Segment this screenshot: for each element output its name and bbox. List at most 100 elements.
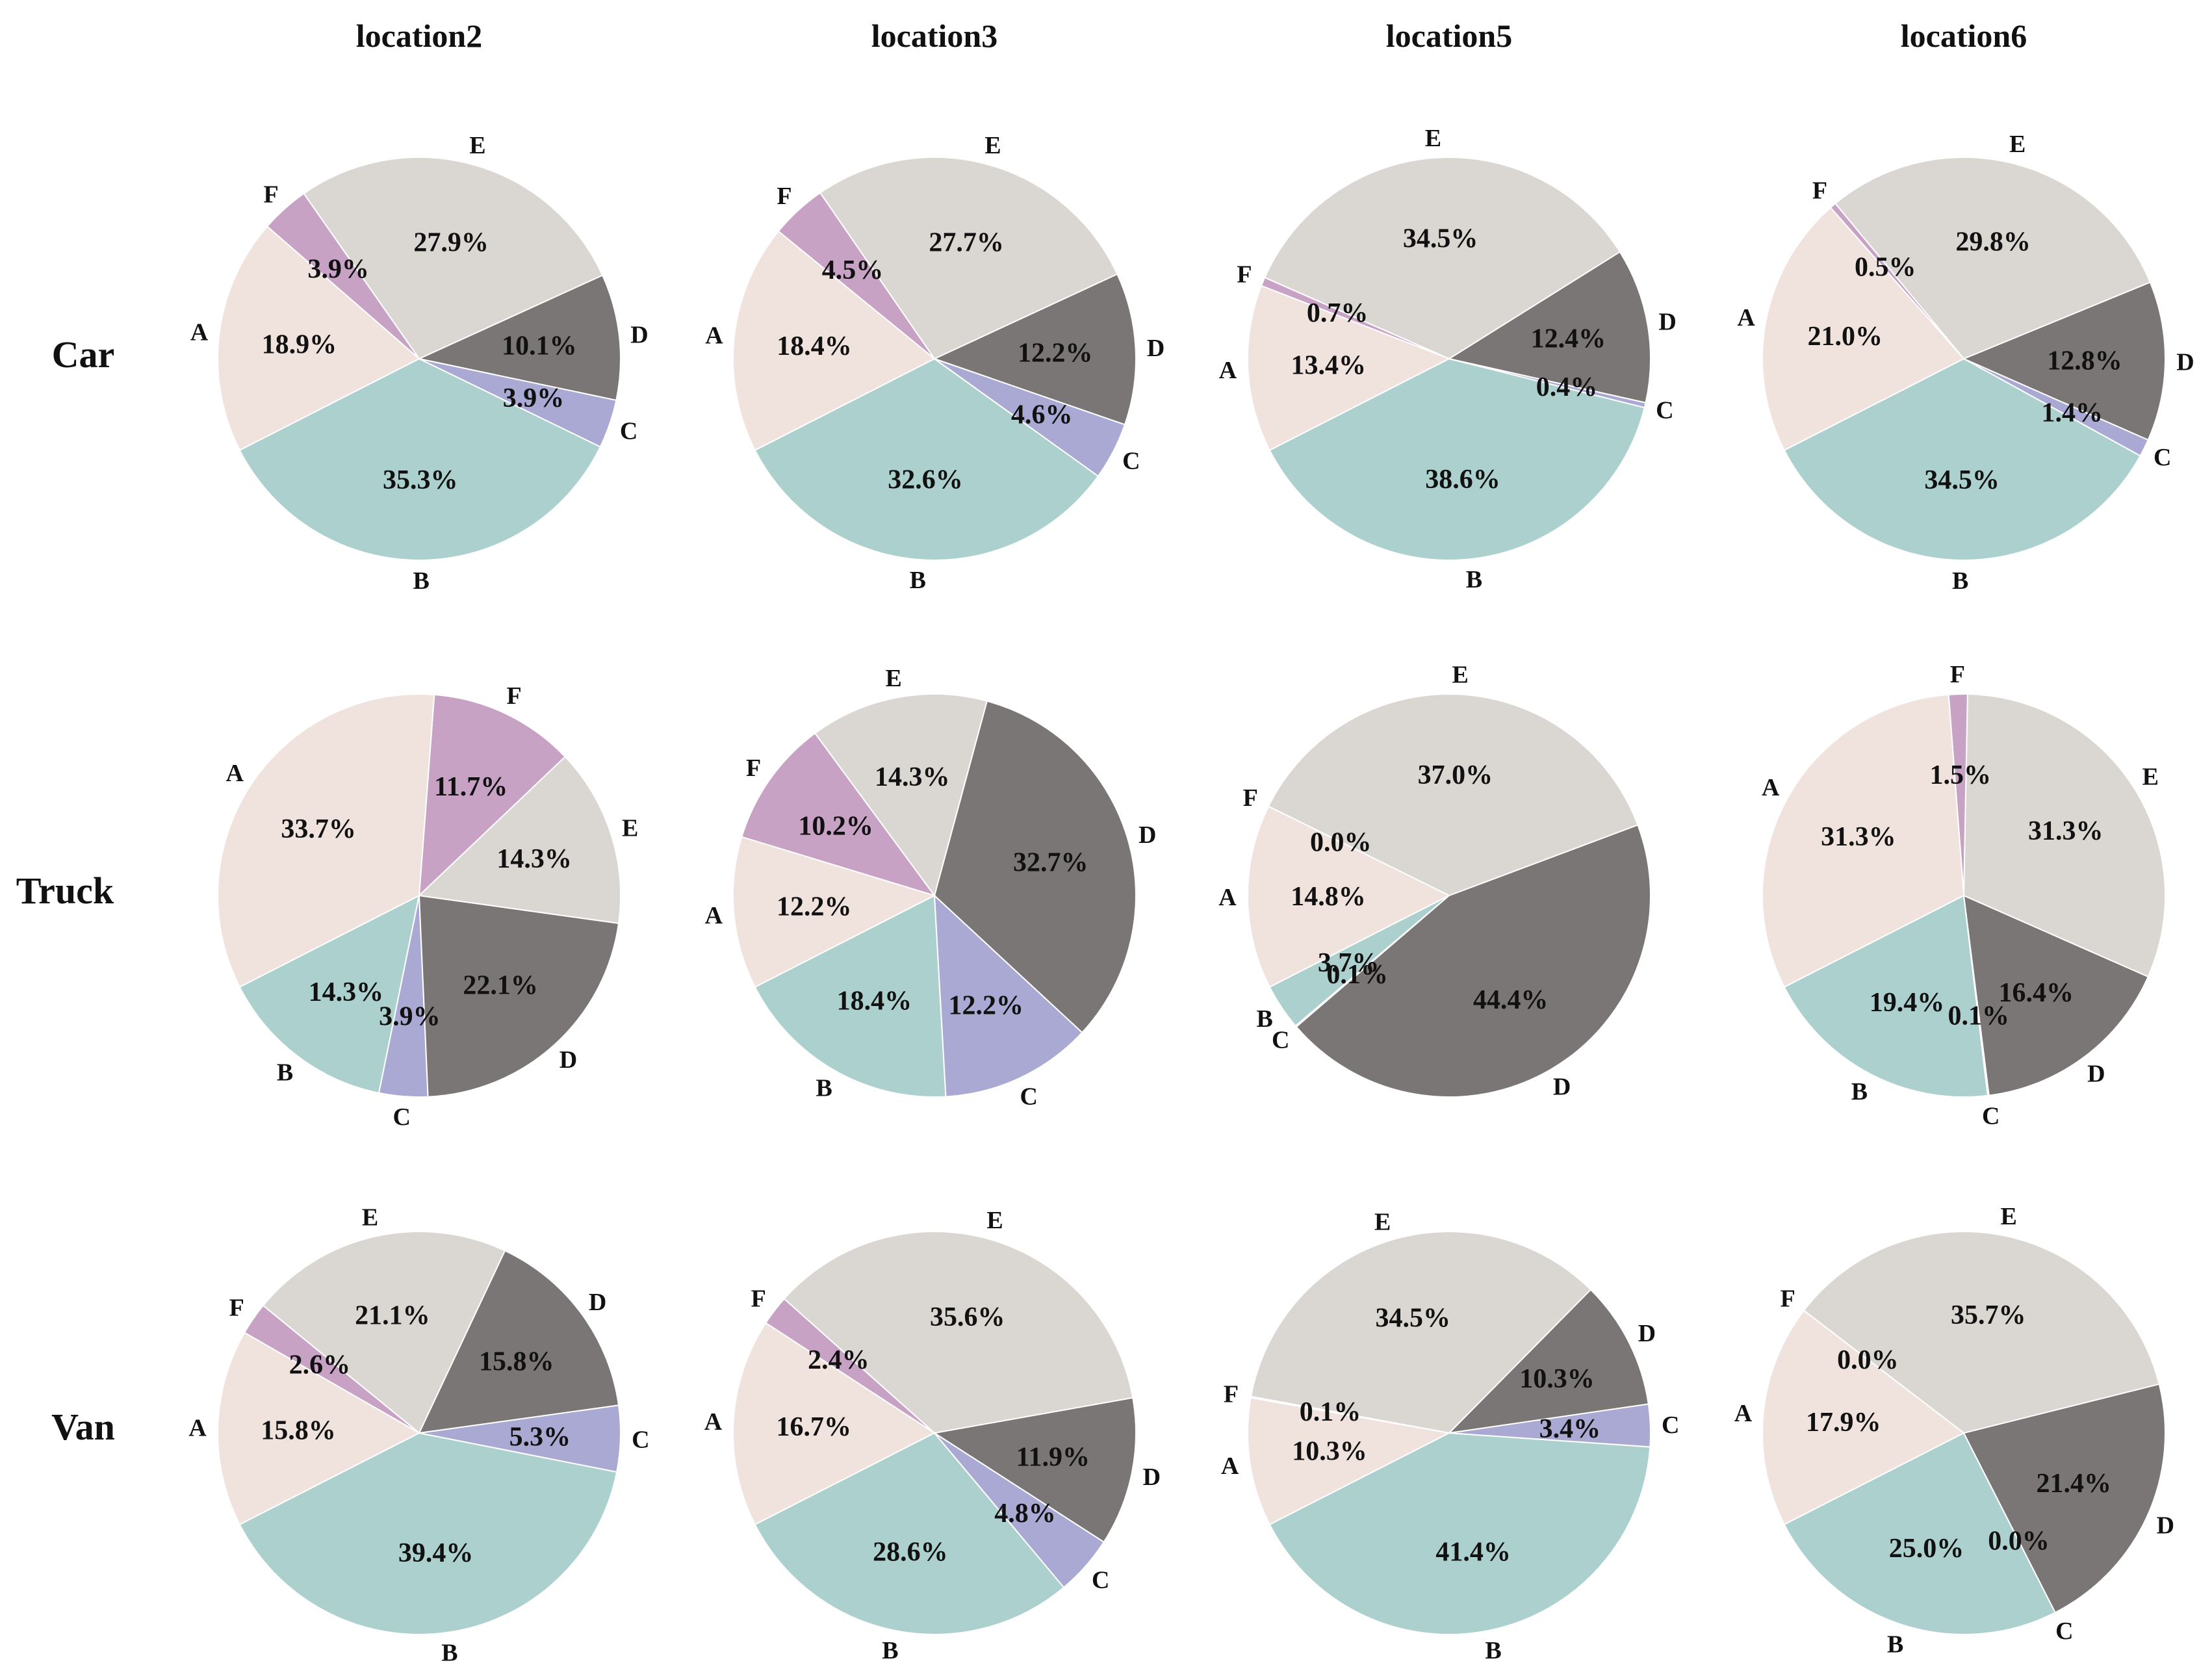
slice-B-van-location5 [1268, 1432, 1651, 1635]
pie-truck-location2: B 14.3% C 3.9% D 22.1% E 14.3% F 11.7% A 33.7% [216, 682, 638, 1131]
slice-B-car-location2 [238, 357, 602, 561]
slice-E-truck-location5 [1267, 693, 1639, 897]
percent-label-D-van-location3: 11.9% [1016, 1443, 1090, 1473]
slice-B-van-location6 [1783, 1432, 2057, 1635]
percent-label-E-van-location3: 35.6% [930, 1302, 1005, 1332]
category-label-A-van-location6: A [1734, 1400, 1753, 1427]
slice-D-van-location3 [932, 1397, 1137, 1543]
category-label-F-car-location3: F [777, 183, 791, 210]
category-label-F-van-location5: F [1224, 1380, 1239, 1408]
slice-E-truck-location2 [417, 755, 621, 924]
percent-label-A-van-location2: 15.8% [261, 1415, 336, 1445]
category-label-C-car-location2: C [620, 417, 637, 445]
pie-van-location2: B 39.4% C 5.3% D 15.8% E 21.1% F 2.6% A 15.8% [188, 1204, 649, 1666]
slice-B-car-location3 [754, 357, 1100, 561]
category-label-B-truck-location5: B [1256, 1005, 1272, 1033]
percent-label-C-car-location2: 3.9% [503, 383, 565, 413]
percent-label-B-car-location3: 32.6% [888, 465, 963, 495]
percent-label-B-truck-location5: 3.7% [1318, 948, 1380, 978]
category-label-E-car-location2: E [469, 132, 485, 159]
percent-label-E-car-location6: 29.8% [1955, 227, 2031, 257]
category-label-F-truck-location6: F [1950, 661, 1965, 688]
percent-label-F-truck-location2: 11.7% [434, 772, 508, 802]
category-label-B-car-location5: B [1466, 566, 1482, 593]
percent-label-F-truck-location5: 0.0% [1310, 828, 1372, 858]
category-label-A-car-location5: A [1219, 357, 1237, 384]
pie-truck-location3: B 18.4% C 12.2% D 32.7% E 14.3% F 10.2% A 12.2% [705, 665, 1157, 1111]
percent-label-D-van-location5: 10.3% [1519, 1364, 1595, 1394]
category-label-B-van-location5: B [1485, 1637, 1501, 1664]
percent-label-E-car-location2: 27.9% [413, 228, 489, 258]
slice-C-truck-location3 [933, 894, 1083, 1098]
slice-D-car-location2 [417, 274, 621, 402]
category-label-C-truck-location6: C [1982, 1102, 2000, 1129]
category-label-E-van-location5: E [1374, 1209, 1391, 1236]
category-label-D-truck-location6: D [2087, 1060, 2105, 1087]
category-label-D-van-location2: D [589, 1289, 606, 1316]
category-label-A-van-location2: A [188, 1414, 207, 1441]
slice-D-truck-location2 [418, 894, 620, 1098]
slice-E-van-location3 [783, 1231, 1134, 1434]
category-label-C-car-location6: C [2154, 444, 2171, 471]
category-label-B-car-location2: B [413, 567, 430, 595]
percent-label-B-truck-location6: 19.4% [1870, 988, 1945, 1018]
percent-label-C-van-location6: 0.0% [1988, 1527, 2050, 1556]
percent-label-B-van-location3: 28.6% [873, 1537, 948, 1567]
slice-A-van-location2 [216, 1332, 421, 1526]
slice-E-van-location2 [262, 1231, 506, 1434]
percent-label-A-car-location5: 13.4% [1291, 350, 1366, 380]
column-titles: location2 location3 location5 location6 [356, 18, 2027, 54]
percent-label-F-van-location6: 0.0% [1837, 1345, 1899, 1375]
slice-B-car-location5 [1268, 357, 1645, 561]
row-title-van: Van [51, 1406, 115, 1448]
percent-label-C-car-location5: 0.4% [1536, 372, 1598, 402]
category-label-C-car-location3: C [1122, 448, 1140, 475]
percent-label-C-van-location3: 4.8% [994, 1499, 1056, 1529]
percent-label-A-truck-location5: 14.8% [1291, 882, 1366, 912]
category-label-D-truck-location3: D [1138, 821, 1156, 849]
category-label-E-van-location3: E [986, 1207, 1003, 1234]
pie-car-location5: B 38.6% C 0.4% D 12.4% E 34.5% F 0.7% A 13.4% [1219, 125, 1677, 593]
pie-van-location5: B 41.4% C 3.4% D 10.3% E 34.5% F 0.1% A 10.3% [1221, 1209, 1680, 1664]
category-label-D-car-location2: D [630, 322, 648, 349]
percent-label-F-truck-location3: 10.2% [798, 812, 873, 842]
column-title-location6: location6 [1901, 18, 2027, 54]
slice-F-truck-location2 [418, 693, 567, 897]
category-label-E-truck-location5: E [1452, 661, 1468, 688]
category-label-F-car-location5: F [1237, 261, 1252, 289]
category-label-A-car-location6: A [1737, 304, 1755, 331]
percent-label-A-car-location2: 18.9% [262, 329, 337, 359]
percent-label-D-car-location6: 12.8% [2047, 346, 2122, 376]
slice-B-truck-location6 [1783, 894, 1989, 1098]
slice-D-car-location6 [1962, 281, 2166, 441]
percent-label-D-van-location6: 21.4% [2037, 1469, 2112, 1499]
percent-label-E-truck-location5: 37.0% [1418, 760, 1493, 790]
percent-label-C-van-location2: 5.3% [509, 1422, 571, 1452]
percent-label-E-van-location2: 21.1% [355, 1301, 430, 1331]
percent-label-C-truck-location3: 12.2% [948, 990, 1023, 1020]
slice-E-car-location2 [303, 157, 604, 360]
percent-label-B-car-location5: 38.6% [1425, 465, 1500, 495]
category-label-A-truck-location6: A [1762, 774, 1780, 801]
percent-label-A-van-location3: 16.7% [777, 1412, 852, 1442]
category-label-E-truck-location2: E [622, 815, 638, 842]
percent-label-B-car-location6: 34.5% [1924, 465, 2000, 495]
category-label-F-van-location2: F [229, 1295, 244, 1322]
percent-label-F-car-location6: 0.5% [1855, 253, 1916, 283]
category-label-F-car-location2: F [263, 181, 278, 208]
category-label-E-car-location5: E [1425, 125, 1441, 152]
percent-label-A-truck-location6: 31.3% [1821, 822, 1896, 852]
category-label-B-van-location2: B [441, 1640, 457, 1667]
category-label-B-van-location3: B [882, 1637, 898, 1664]
slice-E-car-location3 [819, 157, 1118, 360]
slice-A-car-location5 [1247, 285, 1451, 452]
percent-label-F-car-location5: 0.7% [1307, 298, 1369, 328]
percent-label-C-truck-location6: 0.1% [1948, 1001, 2009, 1031]
category-label-C-van-location5: C [1662, 1412, 1679, 1439]
slice-D-car-location5 [1447, 251, 1651, 404]
percent-label-D-car-location3: 12.2% [1018, 339, 1093, 368]
percent-label-D-car-location2: 10.1% [502, 331, 577, 361]
percent-label-D-truck-location6: 16.4% [1998, 978, 2074, 1008]
slice-E-car-location6 [1834, 157, 2152, 360]
percent-label-B-truck-location2: 14.3% [309, 977, 384, 1007]
